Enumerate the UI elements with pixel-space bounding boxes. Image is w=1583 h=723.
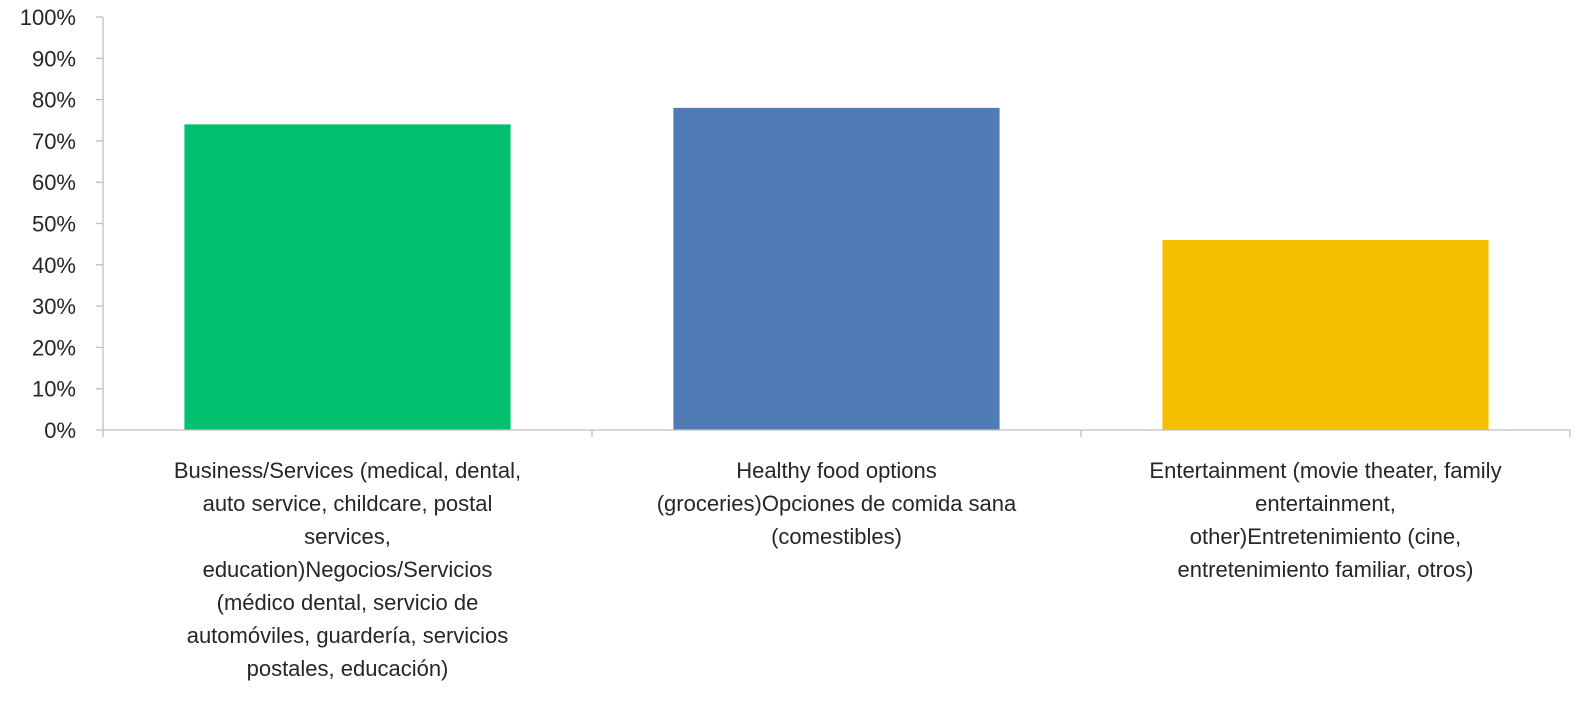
x-category-label-line: education)Negocios/Servicios: [203, 557, 493, 582]
y-tick-label: 70%: [32, 129, 76, 154]
bar-1: [184, 124, 511, 430]
y-tick-label: 60%: [32, 170, 76, 195]
axes: [102, 17, 1571, 437]
y-tick-label: 0%: [44, 418, 76, 443]
bar-2: [673, 107, 1000, 431]
x-category-label-line: Business/Services (medical, dental,: [174, 458, 521, 483]
x-category-label-line: Healthy food options: [736, 458, 937, 483]
x-category-label-line: other)Entretenimiento (cine,: [1190, 524, 1461, 549]
x-category-label-line: (groceries)Opciones de comida sana: [657, 491, 1017, 516]
x-category-label-line: automóviles, guardería, servicios: [187, 623, 509, 648]
x-category-label-1: Business/Services (medical, dental, auto …: [174, 458, 521, 681]
x-category-label-line: (médico dental, servicio de: [217, 590, 479, 615]
y-tick-label: 20%: [32, 335, 76, 360]
y-tick-label: 100%: [20, 5, 76, 30]
x-category-label-line: entertainment,: [1255, 491, 1396, 516]
y-tick-label: 50%: [32, 212, 76, 237]
y-tick-label: 90%: [32, 46, 76, 71]
bar-3: [1162, 240, 1489, 430]
x-category-label-line: (comestibles): [771, 524, 902, 549]
x-category-label-line: Entertainment (movie theater, family: [1149, 458, 1501, 483]
x-category-label-line: services,: [304, 524, 391, 549]
bars: [184, 107, 1489, 431]
x-category-label-2: Healthy food options (groceries)Opciones …: [657, 458, 1017, 549]
x-category-label-line: entretenimiento familiar, otros): [1178, 557, 1474, 582]
y-axis-tick-labels: 0% 10% 20% 30% 40% 50% 60% 70% 80% 90% 100%: [20, 5, 76, 443]
x-category-label-3: Entertainment (movie theater, family ente…: [1149, 458, 1501, 582]
y-tick-label: 80%: [32, 88, 76, 113]
x-category-label-line: postales, educación): [247, 656, 449, 681]
y-tick-label: 40%: [32, 253, 76, 278]
y-axis-ticks: [96, 16, 103, 431]
x-axis-category-labels: Business/Services (medical, dental, auto …: [174, 458, 1502, 681]
x-category-label-line: auto service, childcare, postal: [203, 491, 493, 516]
y-tick-label: 30%: [32, 294, 76, 319]
y-tick-label: 10%: [32, 377, 76, 402]
